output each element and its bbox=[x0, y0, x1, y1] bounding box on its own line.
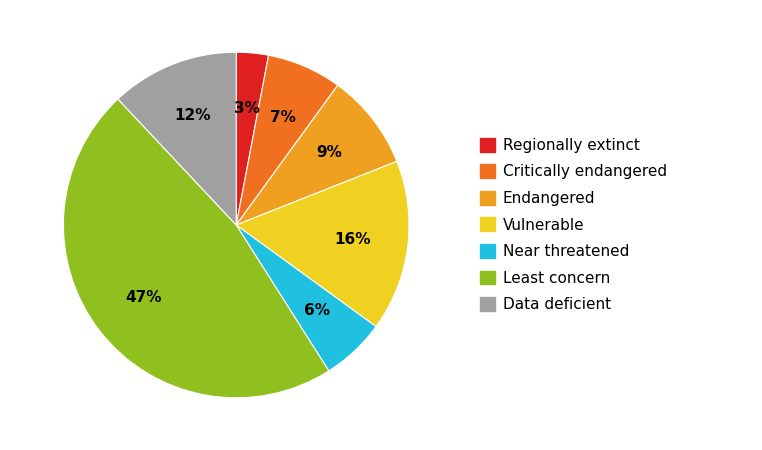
Wedge shape bbox=[236, 55, 338, 225]
Wedge shape bbox=[236, 85, 397, 225]
Wedge shape bbox=[236, 225, 376, 371]
Wedge shape bbox=[236, 52, 268, 225]
Text: 9%: 9% bbox=[316, 145, 342, 161]
Wedge shape bbox=[118, 52, 236, 225]
Text: 7%: 7% bbox=[270, 110, 296, 125]
Wedge shape bbox=[236, 162, 409, 327]
Legend: Regionally extinct, Critically endangered, Endangered, Vulnerable, Near threaten: Regionally extinct, Critically endangere… bbox=[480, 138, 667, 312]
Wedge shape bbox=[63, 99, 329, 398]
Text: 3%: 3% bbox=[235, 100, 260, 116]
Text: 47%: 47% bbox=[125, 289, 162, 305]
Text: 16%: 16% bbox=[335, 232, 371, 247]
Text: 12%: 12% bbox=[174, 108, 211, 123]
Text: 6%: 6% bbox=[304, 303, 330, 318]
